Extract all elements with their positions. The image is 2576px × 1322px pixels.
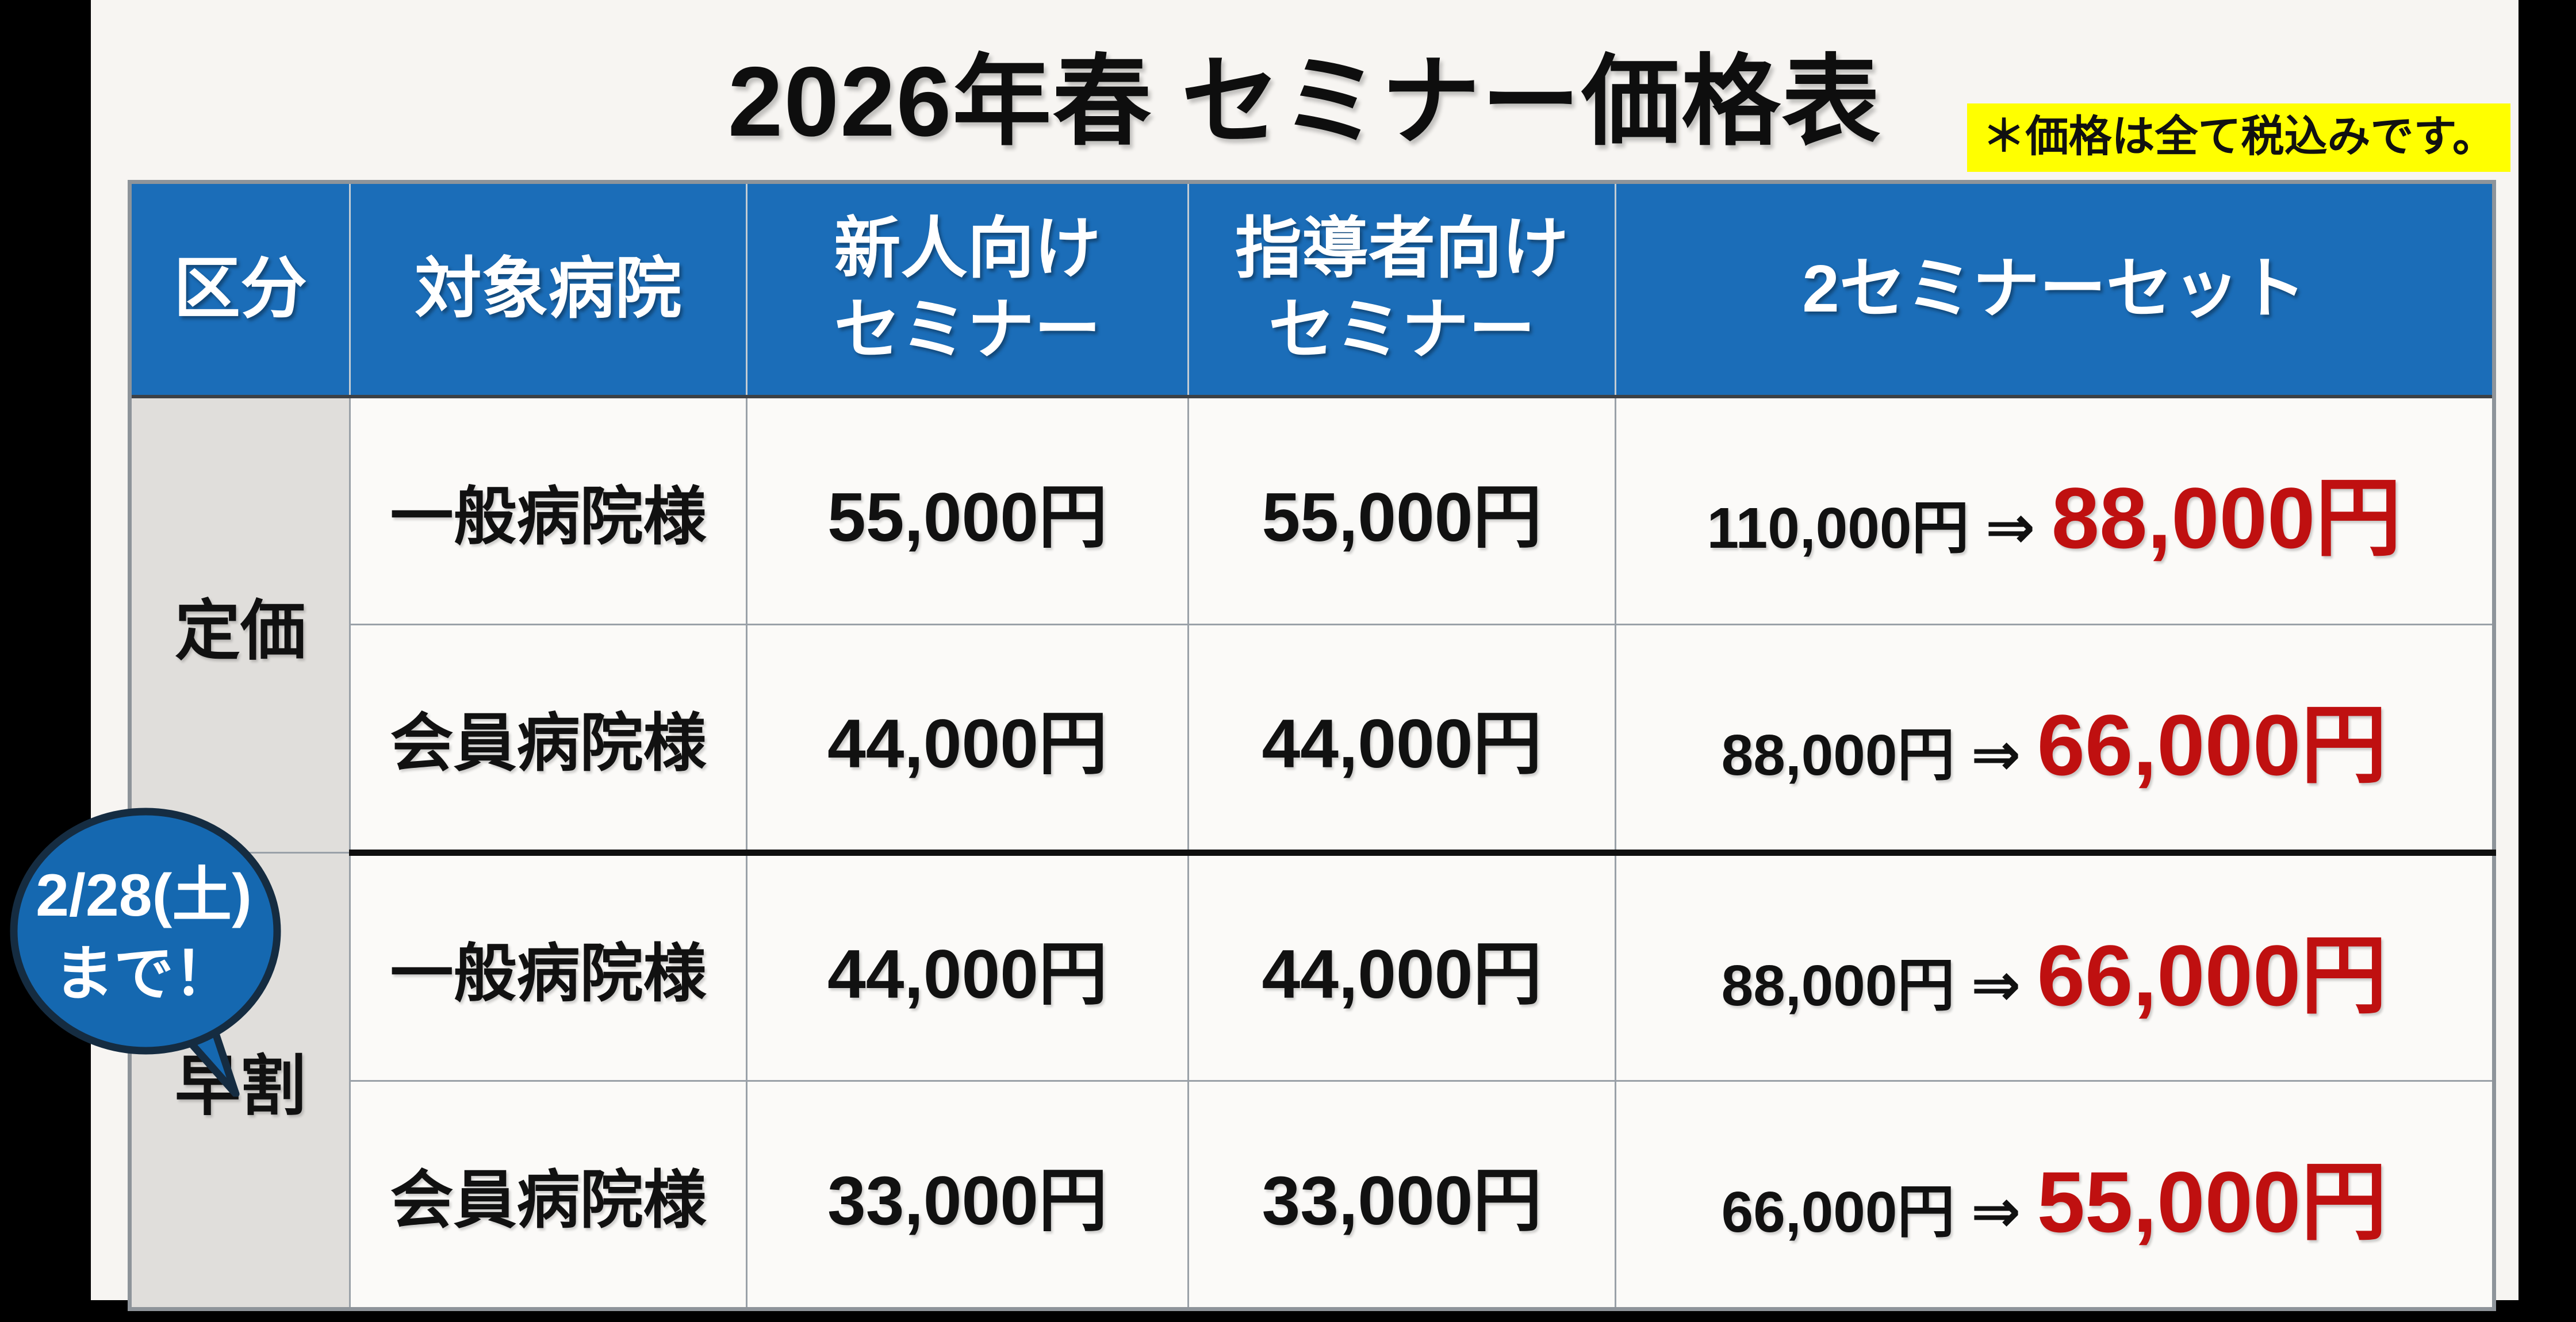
table-row-early-general: 早割 一般病院様 44,000円 44,000円 88,000円 ⇒ 66,00… [129,852,2495,1310]
cell-instructor-price: 44,000円 [1187,852,1616,1082]
cell-instructor-price: 44,000円 [1187,624,1616,856]
cell-hospital: 一般病院様 [349,395,747,625]
deadline-speech-bubble: 2/28(土) まで！ [6,804,293,1097]
header-set: 2セミナーセット [1615,181,2495,398]
cell-set-price: 110,000円 ⇒ 88,000円 [1615,395,2495,625]
cell-newcomer-price: 33,000円 [746,1080,1189,1310]
cell-instructor-price: 33,000円 [1187,1080,1616,1310]
header-category: 区分 [129,181,351,398]
cell-newcomer-price: 44,000円 [746,624,1189,856]
table-row-list-member: 会員病院様 44,000円 44,000円 88,000円 ⇒ 66,000円 [130,624,2495,856]
set-discount-price: 88,000円 [2051,470,2402,567]
arrow-right-icon: ⇒ [1985,494,2035,562]
slide-background: 2026年春 セミナー価格表 ＊価格は全て税込みです。 区分 対象病院 新人向け… [91,0,2518,1311]
cell-hospital: 会員病院様 [349,624,747,856]
set-discount-price: 55,000円 [2037,1153,2387,1250]
set-regular-price: 66,000円 [1721,1179,1955,1244]
deadline-date: 2/28(土) [36,862,252,929]
table-row-early-member: 会員病院様 33,000円 33,000円 66,000円 ⇒ 55,000円 [130,1080,2495,1310]
cell-instructor-price: 55,000円 [1187,395,1616,625]
header-newcomer-line2: セミナー [834,292,1101,367]
deadline-until: まで！ [53,941,233,1008]
cell-newcomer-price: 44,000円 [746,852,1189,1082]
speech-bubble-shape [10,808,281,1097]
header-instructor-seminar: 指導者向け セミナー [1187,181,1616,398]
set-discount-price: 66,000円 [2037,927,2387,1024]
arrow-right-icon: ⇒ [1971,721,2021,788]
header-hospital: 対象病院 [349,181,747,398]
cell-hospital: 会員病院様 [349,1080,747,1310]
cell-newcomer-price: 55,000円 [746,395,1189,625]
arrow-right-icon: ⇒ [1971,1178,2021,1245]
table-row-list-general: 定価 一般病院様 55,000円 55,000円 110,000円 ⇒ 88,0… [129,395,2495,854]
page-title: 2026年春 セミナー価格表 [727,47,1882,157]
category-label-list-price: 定価 [129,395,351,854]
cell-hospital: 一般病院様 [349,852,747,1082]
set-discount-price: 66,000円 [2037,696,2387,793]
header-row: 区分 対象病院 新人向け セミナー 指導者向け セミナー 2セミナーセット [129,181,2495,398]
cell-set-price: 88,000円 ⇒ 66,000円 [1615,624,2495,856]
tax-note: ＊価格は全て税込みです。 [1967,103,2510,172]
header-instructor-line1: 指導者向け [1235,210,1569,286]
header-newcomer-line1: 新人向け [834,210,1101,286]
header-newcomer-seminar: 新人向け セミナー [746,181,1189,398]
arrow-right-icon: ⇒ [1971,951,2021,1019]
speech-bubble-ellipse [10,808,281,1055]
set-regular-price: 110,000円 [1707,496,1969,561]
header-instructor-line2: セミナー [1268,292,1535,367]
cell-set-price: 66,000円 ⇒ 55,000円 [1615,1080,2495,1310]
set-regular-price: 88,000円 [1721,723,1955,787]
price-table: 区分 対象病院 新人向け セミナー 指導者向け セミナー 2セミナーセット 定価 一… [128,180,2496,1311]
set-regular-price: 88,000円 [1721,953,1955,1018]
deadline-text: 2/28(土) まで！ [6,856,282,1014]
cell-set-price: 88,000円 ⇒ 66,000円 [1615,852,2495,1082]
